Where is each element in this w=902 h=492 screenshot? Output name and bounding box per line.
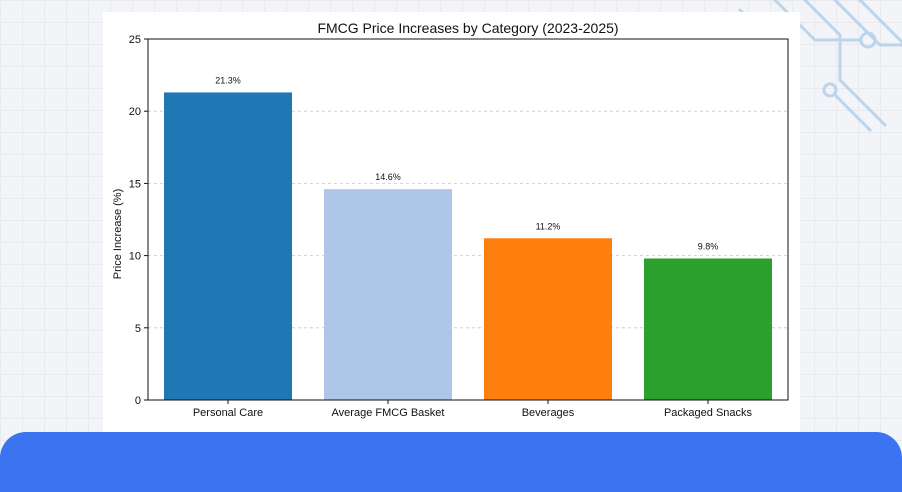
bar-packaged-snacks (644, 258, 772, 400)
data-label: 11.2% (536, 221, 561, 231)
y-tick-label: 10 (129, 251, 141, 263)
data-label: 14.6% (375, 172, 401, 182)
chart-card: FMCG Price Increases by Category (2023-2… (103, 12, 800, 432)
bottom-banner (0, 432, 902, 492)
bar-personal-care (164, 92, 292, 400)
plot-frame (147, 38, 789, 401)
x-tick-label: Personal Care (193, 407, 263, 419)
data-label: 9.8% (698, 241, 719, 251)
chart-title: FMCG Price Increases by Category (2023-2… (317, 20, 618, 36)
bar-average-fmcg-basket (324, 189, 452, 400)
x-tick-label: Beverages (522, 407, 575, 419)
x-tick-label: Average FMCG Basket (332, 407, 445, 419)
y-axis-label: Price Increase (%) (112, 189, 124, 279)
bar-beverages (484, 238, 612, 400)
y-tick-label: 0 (135, 395, 141, 407)
y-tick-label: 5 (135, 323, 141, 335)
y-tick-label: 15 (129, 178, 141, 190)
data-label: 21.3% (215, 75, 241, 85)
y-tick-label: 20 (129, 106, 141, 118)
y-tick-label: 25 (129, 34, 141, 46)
x-tick-label: Packaged Snacks (664, 407, 753, 419)
bar-chart: FMCG Price Increases by Category (2023-2… (112, 20, 789, 419)
